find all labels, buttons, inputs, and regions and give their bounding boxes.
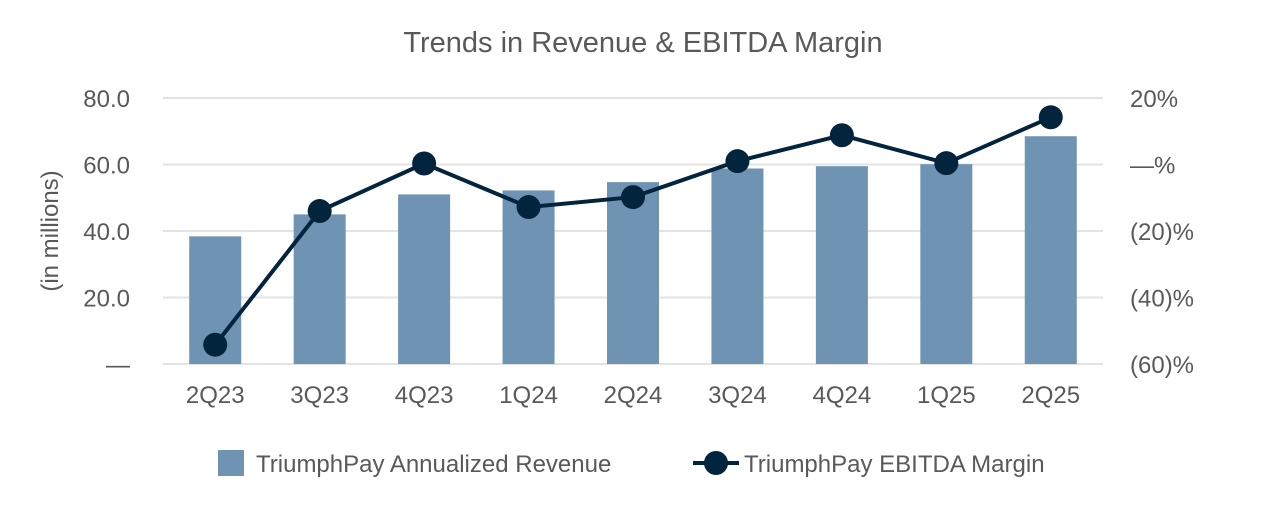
legend-swatch-margin-marker — [704, 451, 728, 475]
x-tick-label: 2Q24 — [604, 382, 663, 409]
bar-4Q24 — [815, 166, 868, 364]
bar-3Q24 — [711, 168, 764, 364]
bar-3Q23 — [293, 214, 346, 364]
margin-point-3Q24 — [725, 149, 750, 174]
bar-1Q25 — [920, 164, 973, 364]
y2-tick-label: —% — [1130, 153, 1175, 180]
y-tick-label: — — [106, 352, 130, 379]
legend-swatch-revenue — [218, 450, 244, 476]
margin-point-3Q23 — [307, 199, 332, 224]
legend-label-revenue: TriumphPay Annualized Revenue — [256, 451, 611, 478]
x-tick-label: 1Q24 — [499, 382, 558, 409]
margin-point-1Q25 — [934, 151, 959, 176]
x-tick-label: 4Q23 — [395, 382, 454, 409]
y-tick-label: 20.0 — [83, 286, 130, 313]
y2-tick-label: (20)% — [1130, 219, 1194, 246]
x-tick-label: 3Q24 — [708, 382, 767, 409]
y-tick-label: 60.0 — [83, 153, 130, 180]
y-axis-label: (in millions) — [37, 170, 64, 291]
bar-2Q25 — [1024, 136, 1077, 364]
legend-label-margin: TriumphPay EBITDA Margin — [744, 451, 1045, 478]
margin-point-2Q25 — [1038, 105, 1063, 130]
margin-point-1Q24 — [516, 195, 541, 220]
y2-tick-label: (40)% — [1130, 286, 1194, 313]
margin-point-2Q24 — [621, 185, 645, 210]
margin-point-2Q23 — [203, 332, 228, 357]
bar-2Q24 — [607, 182, 659, 364]
x-tick-label: 2Q25 — [1021, 382, 1080, 409]
legend: TriumphPay Annualized Revenue TriumphPay… — [218, 450, 1045, 478]
bar-1Q24 — [502, 190, 555, 364]
margin-point-4Q24 — [829, 123, 854, 148]
x-tick-label: 2Q23 — [186, 382, 245, 409]
y2-tick-label: (60)% — [1130, 352, 1194, 379]
margin-point-4Q23 — [412, 151, 437, 176]
chart-title: Trends in Revenue & EBITDA Margin — [403, 27, 882, 59]
x-tick-label: 4Q24 — [813, 382, 872, 409]
x-tick-label: 1Q25 — [917, 382, 976, 409]
bar-4Q23 — [398, 194, 451, 364]
y-tick-label: 40.0 — [83, 219, 130, 246]
x-tick-label: 3Q23 — [290, 382, 349, 409]
y-tick-label: 80.0 — [83, 86, 130, 113]
y2-tick-label: 20% — [1130, 86, 1178, 113]
